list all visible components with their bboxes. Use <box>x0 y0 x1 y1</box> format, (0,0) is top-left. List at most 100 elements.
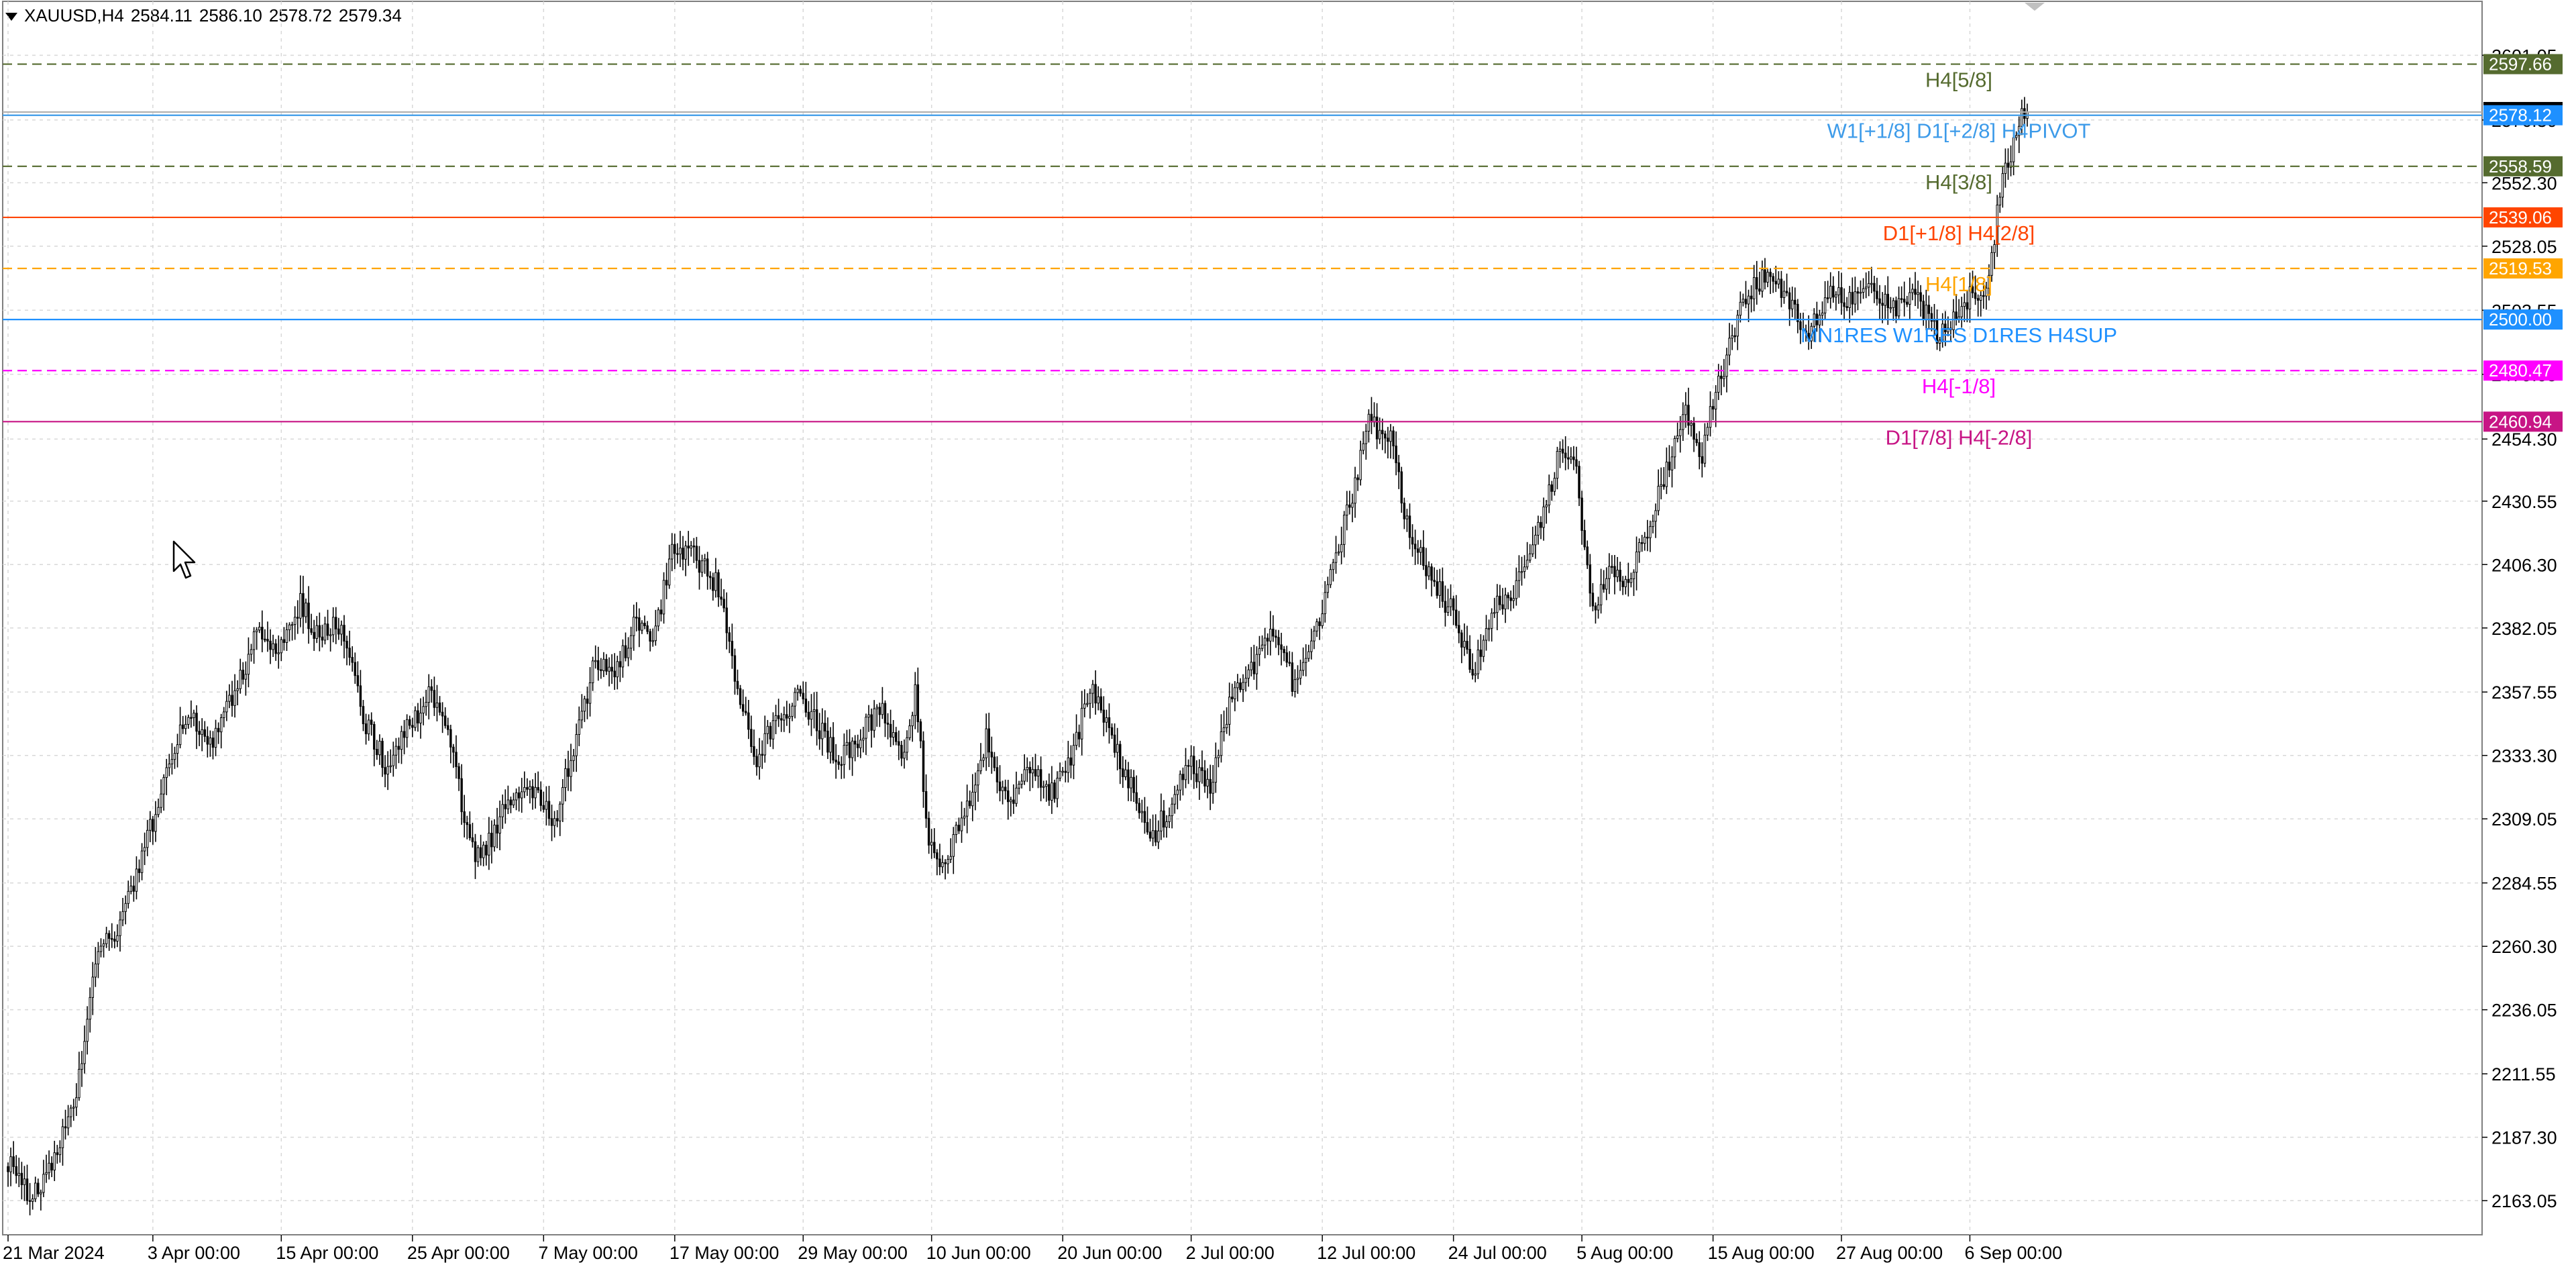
candle-body <box>1299 670 1302 679</box>
candle-body <box>359 685 362 707</box>
candle-body <box>307 603 310 629</box>
candle-body <box>1949 327 1952 330</box>
candle-body <box>1026 766 1028 770</box>
candle-body <box>176 744 179 754</box>
candle-body <box>143 847 146 852</box>
candle-body <box>1878 298 1881 304</box>
candle-body <box>1206 778 1209 786</box>
candle-body <box>1034 769 1037 776</box>
candle-body <box>671 544 674 560</box>
candle-body <box>2015 135 2018 138</box>
candle-body <box>1761 269 1764 292</box>
candle-body <box>802 693 804 700</box>
candle-body <box>1644 536 1646 544</box>
candle-body <box>1796 303 1799 322</box>
candle-body <box>1163 810 1165 828</box>
candle-body <box>1346 504 1348 516</box>
candle-body <box>646 625 649 632</box>
y-tick-label: 2163.05 <box>2491 1191 2557 1211</box>
candle-body <box>1807 333 1810 342</box>
x-tick-label: 17 May 00:00 <box>669 1243 780 1263</box>
y-tick-label: 2528.05 <box>2491 237 2557 257</box>
candle-body <box>1955 311 1957 320</box>
candle-body <box>1752 277 1756 299</box>
candle-body <box>1823 297 1827 313</box>
candle-body <box>378 740 381 756</box>
candle-body <box>12 1156 15 1167</box>
candle-body <box>340 625 343 635</box>
candle-body <box>824 723 826 731</box>
candle-body <box>674 544 676 554</box>
shift-marker-icon[interactable] <box>2025 3 2045 11</box>
candle-body <box>807 711 810 720</box>
candle-body <box>138 868 141 873</box>
candle-body <box>1316 621 1318 631</box>
candle-body <box>810 711 813 720</box>
candle-body <box>94 963 97 978</box>
candle-body <box>146 829 149 848</box>
candle-body <box>1583 530 1586 548</box>
candle-body <box>829 737 832 753</box>
candle-body <box>794 692 796 707</box>
candle-body <box>198 731 201 735</box>
candle-body <box>1548 484 1550 506</box>
candle-body <box>1198 767 1201 782</box>
candle-body <box>1528 553 1532 561</box>
candle-body <box>348 648 351 658</box>
candle-body <box>1758 289 1761 292</box>
candle-body <box>1829 285 1832 299</box>
candle-body <box>1449 598 1452 607</box>
candle-body <box>1733 335 1736 338</box>
candle-body <box>1028 766 1032 774</box>
candle-body <box>127 891 129 904</box>
candle-body <box>140 850 144 873</box>
candle-body <box>58 1147 62 1156</box>
mouse-cursor-icon <box>172 540 196 579</box>
candle-body <box>1192 756 1195 774</box>
level-label: H4[1/8] <box>1925 272 1992 296</box>
candle-body <box>783 714 786 721</box>
candle-body <box>1935 320 1939 344</box>
candle-body <box>1375 416 1379 440</box>
candle-body <box>667 558 671 586</box>
time-axis[interactable]: 21 Mar 2024 3 Apr 00:00 15 Apr 00:00 25 Apr… <box>3 1235 2062 1263</box>
price-tag-label: 2460.94 <box>2489 411 2552 432</box>
candle-body <box>1195 773 1198 782</box>
candle-body <box>392 754 395 766</box>
candle-body <box>826 730 829 753</box>
candle-body <box>1348 504 1351 508</box>
candle-body <box>682 548 684 560</box>
candle-body <box>1099 696 1102 711</box>
candle-body <box>1693 423 1695 440</box>
candle-body <box>479 847 482 858</box>
candle-body <box>1151 830 1155 839</box>
candle-body <box>1496 595 1499 613</box>
candle-body <box>1395 446 1397 464</box>
candle-body <box>1520 571 1523 573</box>
candle-body <box>575 734 578 756</box>
candle-body <box>2018 125 2021 136</box>
candle-body <box>1187 765 1190 767</box>
candle-body <box>561 787 564 805</box>
candle-body <box>1881 303 1884 306</box>
candle-body <box>490 832 493 848</box>
candle-body <box>1010 799 1012 803</box>
candle-body <box>1966 302 1969 309</box>
candle-body <box>455 752 458 767</box>
candle-body <box>1892 300 1895 308</box>
candle-body <box>1318 621 1321 626</box>
candle-body <box>75 1097 78 1108</box>
candle-body <box>181 724 184 729</box>
candle-body <box>892 732 895 738</box>
candle-body <box>1608 566 1611 579</box>
candle-body <box>1255 654 1258 674</box>
candle-body <box>1575 459 1578 467</box>
candle-body <box>835 760 837 762</box>
candle-body <box>1909 292 1911 305</box>
candle-body <box>236 688 239 691</box>
candle-body <box>1736 315 1739 337</box>
candle-body <box>42 1174 45 1193</box>
candle-body <box>766 725 769 734</box>
candle-body <box>1059 770 1061 779</box>
